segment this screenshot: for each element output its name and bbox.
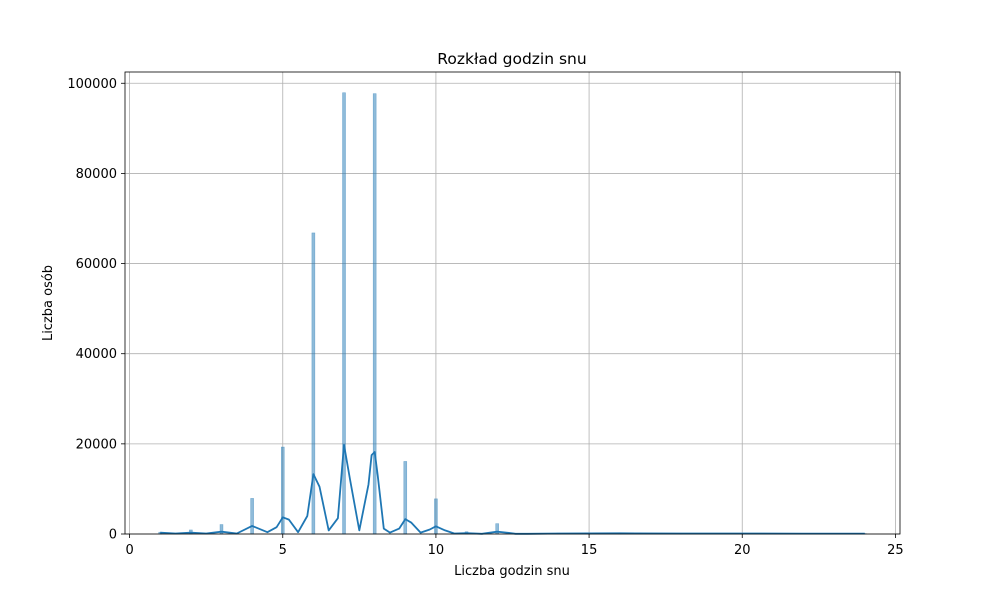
x-tick-label: 10: [428, 543, 445, 558]
histogram-bar: [250, 498, 254, 535]
kde-layer: [160, 443, 865, 535]
histogram-bar: [372, 93, 377, 535]
x-tick-label: 20: [734, 543, 751, 558]
histogram-bar: [403, 461, 408, 535]
y-tick-label: 60000: [76, 257, 117, 272]
histogram-bar: [311, 232, 316, 535]
axis-ticks: 0 5 10 15 20 25 0 20000 40000 60000 80000 100000: [67, 77, 903, 558]
y-tick-label: 20000: [76, 437, 117, 452]
histogram-bar: [434, 498, 438, 535]
chart-title: Rozkład godzin snu: [437, 50, 586, 68]
y-tick-label: 80000: [76, 167, 117, 182]
x-tick-label: 5: [279, 543, 287, 558]
histogram-bar: [281, 446, 285, 535]
y-axis-title: Liczba osób: [41, 265, 56, 341]
x-tick-label: 15: [581, 543, 598, 558]
histogram-bars: [158, 92, 867, 535]
y-tick-label: 100000: [67, 77, 117, 92]
y-tick-label: 40000: [76, 347, 117, 362]
kde-line: [160, 443, 865, 535]
y-tick-label: 0: [109, 528, 117, 543]
plot-frame: [124, 71, 901, 535]
x-axis-title: Liczba godzin snu: [454, 564, 570, 579]
x-tick-label: 25: [887, 543, 904, 558]
grid-layer: [125, 72, 900, 535]
x-tick-label: 0: [125, 543, 133, 558]
